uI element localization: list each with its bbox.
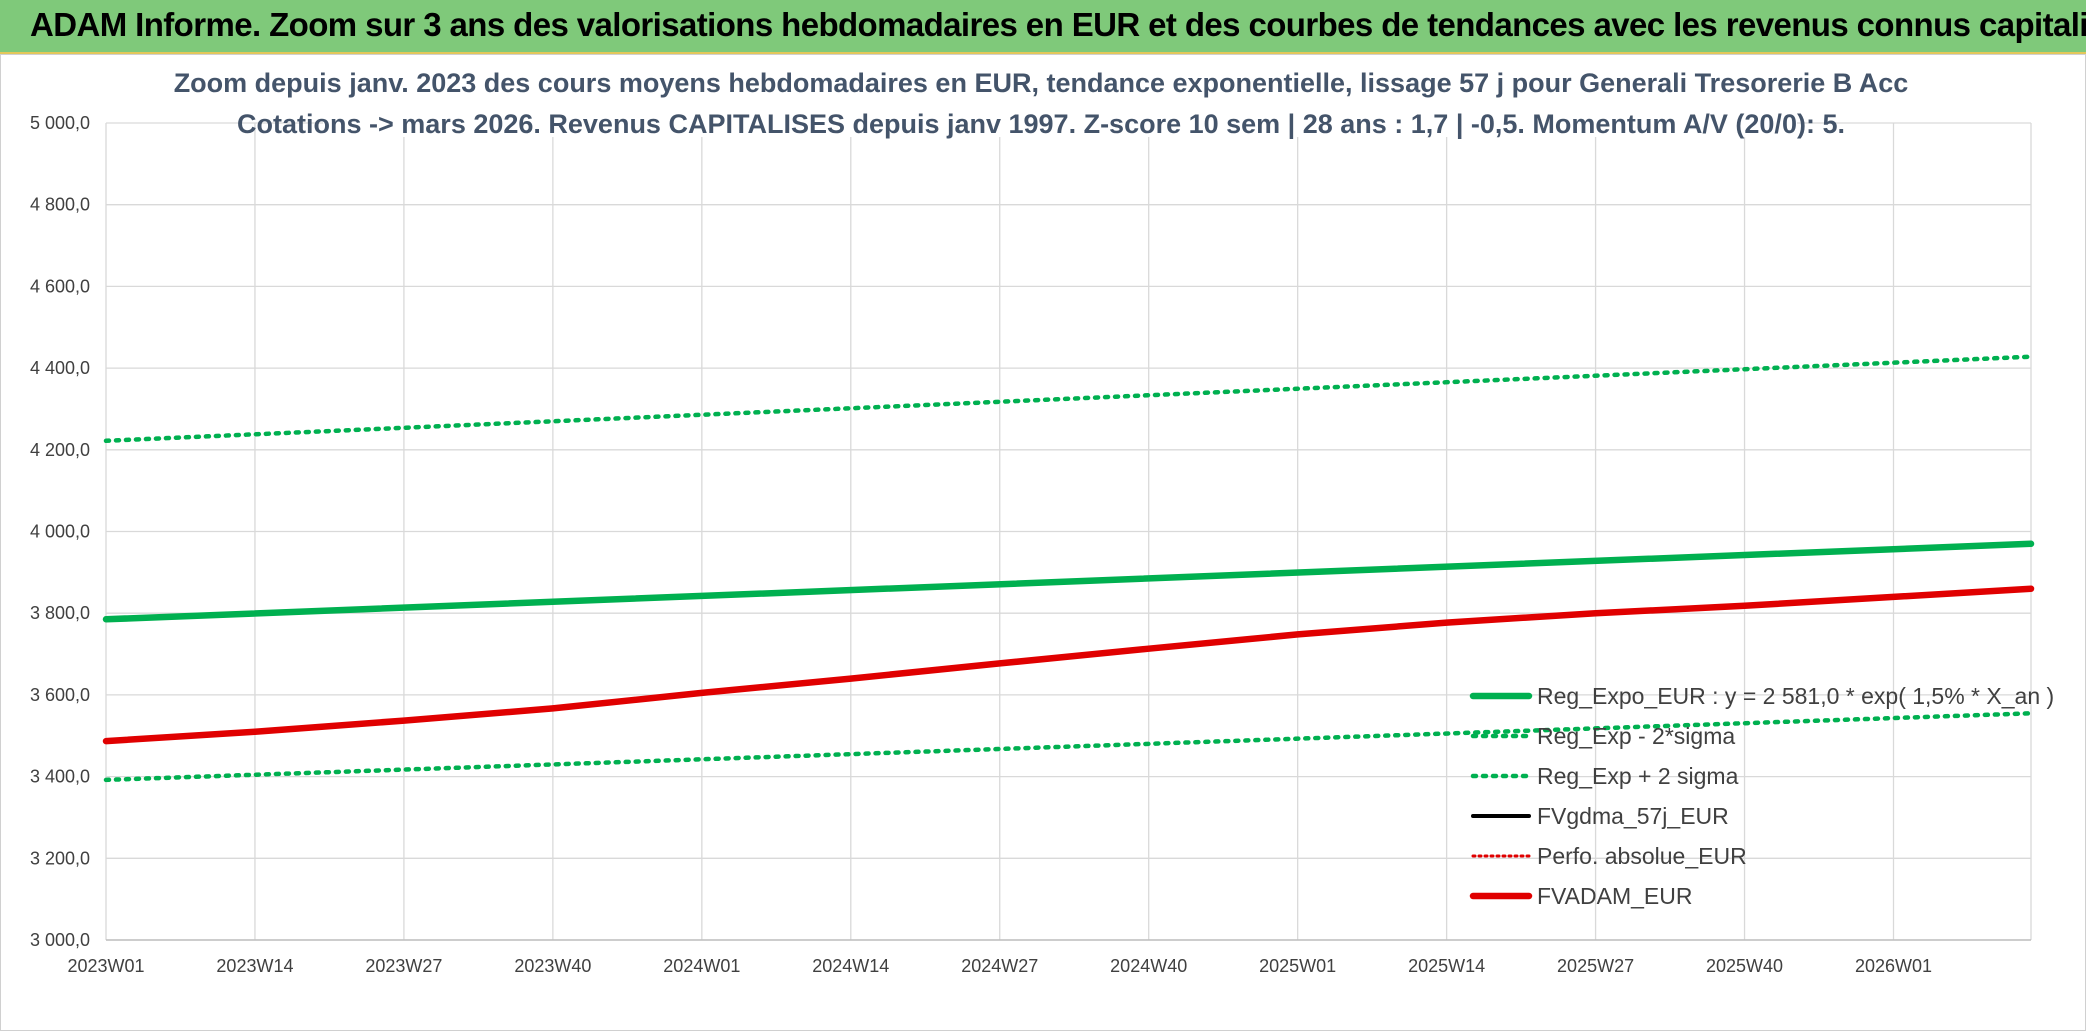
series-line-0 bbox=[102, 540, 2035, 623]
series-line-2 bbox=[103, 354, 2034, 444]
y-tick-label: 3 200,0 bbox=[30, 848, 90, 868]
legend-label: Reg_Expo_EUR : y = 2 581,0 * exp( 1,5% *… bbox=[1537, 683, 2054, 709]
y-tick-label: 4 000,0 bbox=[30, 522, 90, 542]
grid-lines bbox=[105, 122, 2032, 941]
x-tick-label: 2023W01 bbox=[67, 956, 144, 976]
report-title: ADAM Informe. Zoom sur 3 ans des valoris… bbox=[30, 6, 2086, 43]
line-chart: 3 000,0 3 200,0 3 400,0 3 600,0 3 800,0 4 000… bbox=[30, 63, 2054, 976]
x-tick-label: 2025W40 bbox=[1706, 956, 1783, 976]
y-tick-label: 4 800,0 bbox=[30, 195, 90, 215]
chart-subtitle-line2: Cotations -> mars 2026. Revenus CAPITALI… bbox=[237, 109, 1845, 139]
subtitle-bg-2 bbox=[323, 101, 1797, 137]
x-tick-label: 2023W40 bbox=[514, 956, 591, 976]
y-tick-label: 4 200,0 bbox=[30, 440, 90, 460]
subtitle-bg-1 bbox=[286, 63, 1796, 99]
y-tick-label: 3 400,0 bbox=[30, 767, 90, 787]
series-line-5 bbox=[102, 585, 2035, 745]
x-tick-label: 2025W01 bbox=[1259, 956, 1336, 976]
y-tick-label: 5 000,0 bbox=[30, 113, 90, 133]
report-banner: ADAM Informe. Zoom sur 3 ans des valoris… bbox=[0, 0, 2086, 54]
legend-label: Reg_Exp + 2 sigma bbox=[1537, 763, 1739, 789]
chart-subtitle-line1: Zoom depuis janv. 2023 des cours moyens … bbox=[174, 68, 1909, 98]
x-tick-label: 2024W01 bbox=[663, 956, 740, 976]
chart-area: 3 000,0 3 200,0 3 400,0 3 600,0 3 800,0 4 000… bbox=[0, 54, 2086, 1031]
x-tick-label: 2026W01 bbox=[1855, 956, 1932, 976]
x-tick-label: 2024W40 bbox=[1110, 956, 1187, 976]
y-tick-label: 3 600,0 bbox=[30, 685, 90, 705]
y-axis-ticks: 3 000,0 3 200,0 3 400,0 3 600,0 3 800,0 4 000… bbox=[30, 113, 90, 950]
legend-label: Reg_Exp - 2*sigma bbox=[1537, 723, 1735, 749]
y-tick-label: 3 800,0 bbox=[30, 603, 90, 623]
y-tick-label: 4 400,0 bbox=[30, 358, 90, 378]
legend-label: FVADAM_EUR bbox=[1537, 883, 1693, 909]
x-axis-ticks: 2023W01 2023W14 2023W27 2023W40 2024W01 2024W… bbox=[67, 956, 1932, 976]
y-tick-label: 4 600,0 bbox=[30, 276, 90, 296]
x-tick-label: 2023W14 bbox=[216, 956, 293, 976]
x-tick-label: 2023W27 bbox=[365, 956, 442, 976]
series-line-1 bbox=[103, 711, 2034, 783]
series-layer bbox=[102, 354, 2035, 783]
x-tick-label: 2025W14 bbox=[1408, 956, 1485, 976]
x-tick-label: 2024W27 bbox=[961, 956, 1038, 976]
y-tick-label: 3 000,0 bbox=[30, 930, 90, 950]
chart-legend: Reg_Expo_EUR : y = 2 581,0 * exp( 1,5% *… bbox=[1469, 683, 2054, 909]
x-tick-label: 2025W27 bbox=[1557, 956, 1634, 976]
x-tick-label: 2024W14 bbox=[812, 956, 889, 976]
legend-label: Perfo. absolue_EUR bbox=[1537, 843, 1747, 869]
legend-label: FVgdma_57j_EUR bbox=[1537, 803, 1729, 829]
